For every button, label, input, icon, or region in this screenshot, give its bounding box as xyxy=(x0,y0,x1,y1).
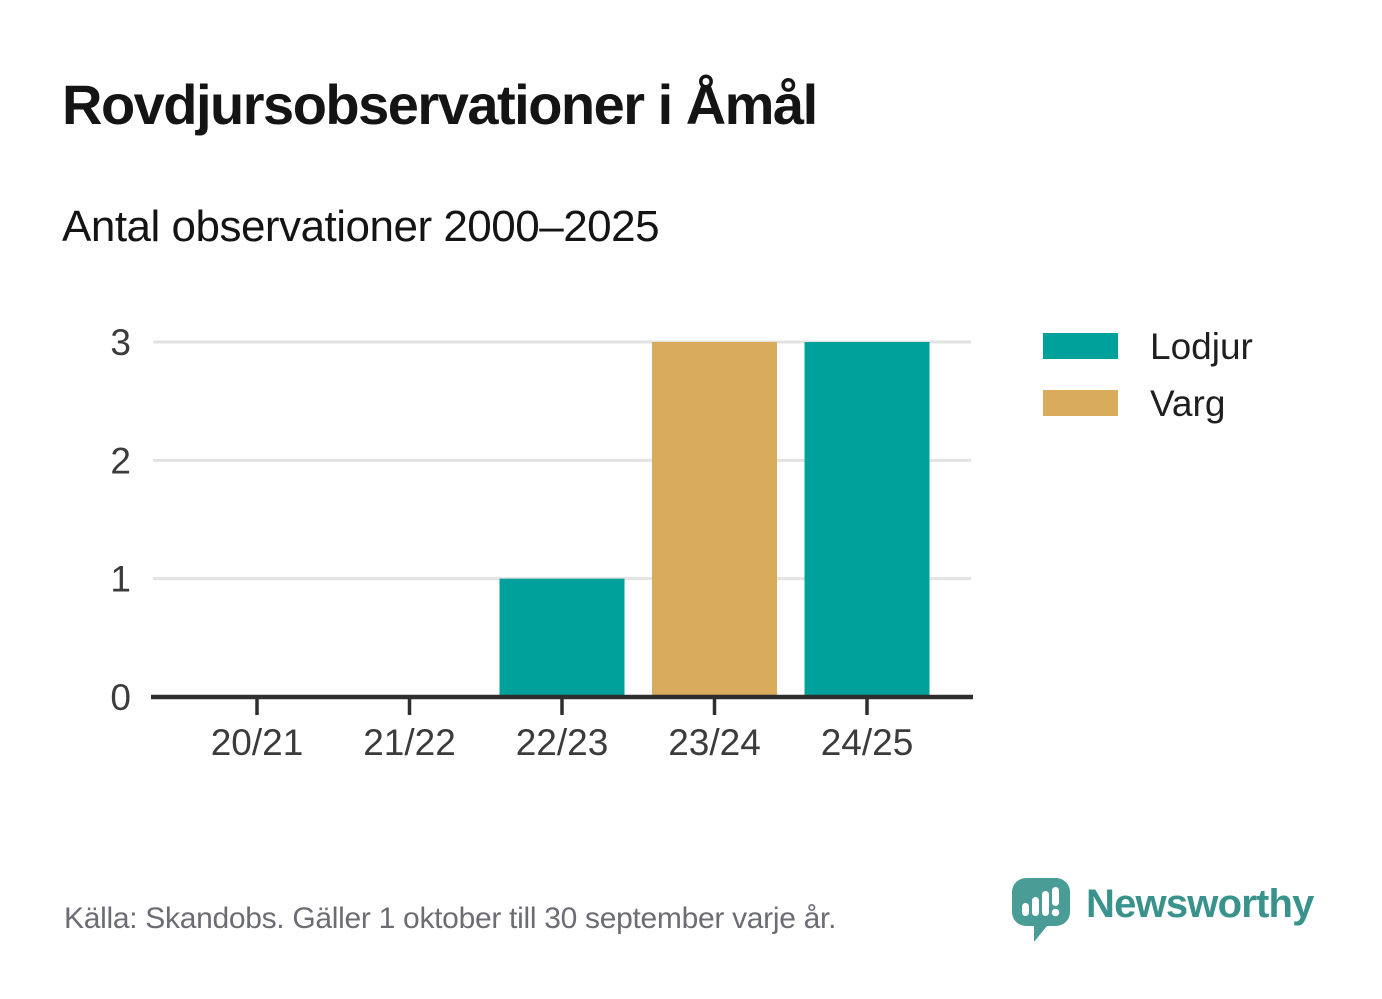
logo-bar-medium xyxy=(1032,897,1039,916)
chart-subtitle: Antal observationer 2000–2025 xyxy=(62,202,660,251)
logo-exclamation-dot xyxy=(1051,908,1060,917)
legend-label-lodjur: Lodjur xyxy=(1150,326,1253,367)
logo-bubble-shape xyxy=(1012,878,1070,942)
logo-bar-small xyxy=(1022,903,1029,916)
y-axis-tick-label-1: 1 xyxy=(110,559,131,600)
chart-title: Rovdjursobservationer i Åmål xyxy=(62,73,818,136)
logo-bar-tall xyxy=(1042,891,1049,916)
bar-lodjur-22-23 xyxy=(499,578,625,697)
bar-varg-23-24 xyxy=(652,342,777,697)
legend-swatch-lodjur xyxy=(1043,333,1118,359)
footer: Källa: Skandobs. Gäller 1 oktober till 3… xyxy=(0,872,1382,962)
y-axis-tick-label-3: 3 xyxy=(110,322,131,363)
x-axis-tick-label-24-25: 24/25 xyxy=(821,722,914,763)
newsworthy-bubble-icon xyxy=(1012,878,1070,942)
x-axis-tick-label-22-23: 22/23 xyxy=(516,722,609,763)
bar-lodjur-24-25 xyxy=(804,342,930,697)
y-axis-tick-label-2: 2 xyxy=(110,440,131,481)
logo-exclamation-stroke xyxy=(1052,887,1059,906)
x-axis-tick-label-23-24: 23/24 xyxy=(668,722,761,763)
x-axis-tick-label-21-22: 21/22 xyxy=(363,722,456,763)
brand-name: Newsworthy xyxy=(1086,882,1314,926)
legend-swatch-varg xyxy=(1043,390,1118,416)
legend-label-varg: Varg xyxy=(1150,383,1225,424)
x-axis-tick-label-20-21: 20/21 xyxy=(211,722,304,763)
source-note: Källa: Skandobs. Gäller 1 oktober till 3… xyxy=(64,902,837,935)
y-axis-tick-label-0: 0 xyxy=(110,677,131,718)
newsworthy-logo: Newsworthy xyxy=(1012,878,1314,944)
